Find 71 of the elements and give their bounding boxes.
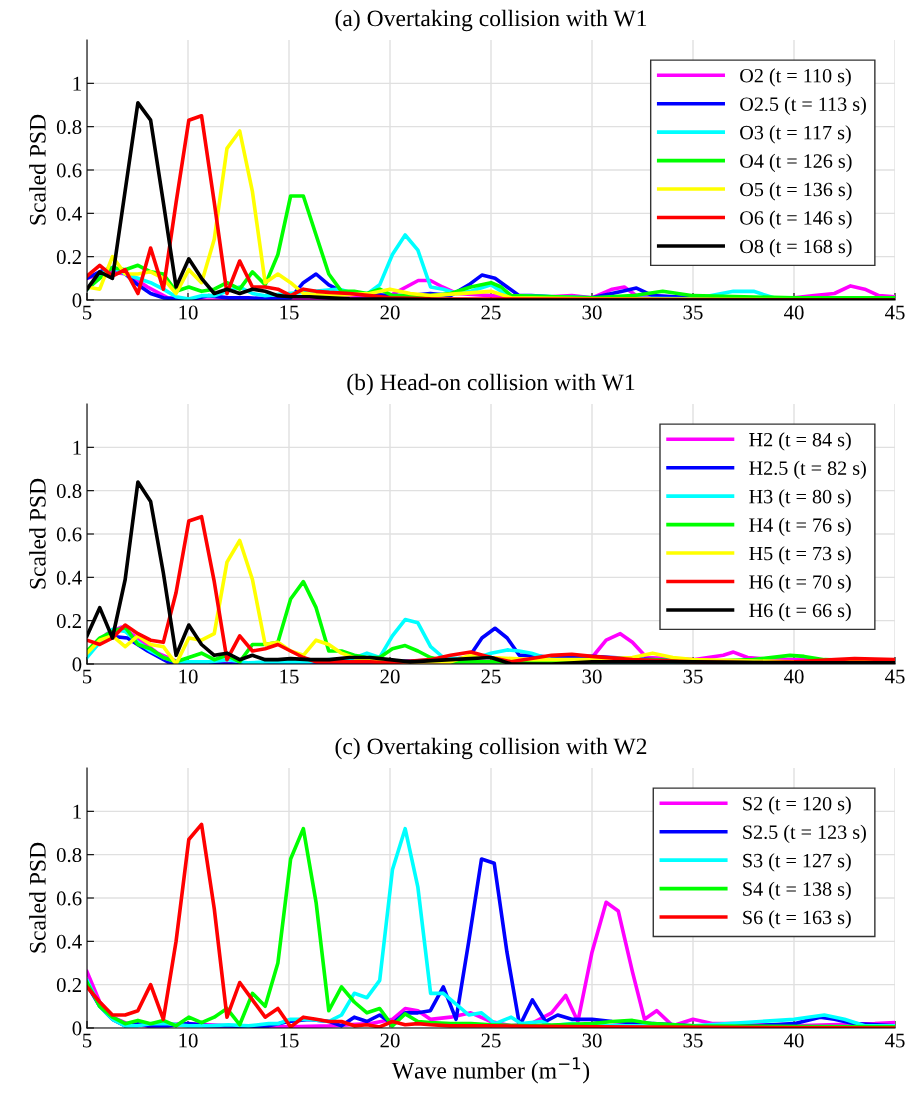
x-tick-label: 15 (280, 669, 299, 684)
y-tick-label: 0.6 (56, 163, 82, 178)
chart-title: (a) Overtaking collision with W1 (335, 9, 647, 32)
legend-label: S2 (t = 120 s) (743, 796, 851, 815)
y-axis-title: Scaled PSD (29, 842, 46, 953)
x-tick-label: 40 (783, 1033, 804, 1048)
x-tick-label: 20 (380, 1033, 400, 1048)
legend-label: O4 (t = 126 s) (740, 153, 852, 172)
y-tick-label: 0 (72, 657, 82, 672)
legend-label: S2.5 (t = 123 s) (743, 824, 866, 844)
x-tick-label: 15 (280, 1033, 299, 1048)
legend-label: O5 (t = 136 s) (740, 182, 852, 201)
y-tick-label: 0.2 (56, 614, 81, 629)
y-tick-label: 1 (73, 804, 81, 819)
y-tick-label: 0.8 (56, 848, 82, 863)
x-tick-label: 35 (683, 1033, 703, 1048)
y-tick-label: 0.8 (56, 484, 82, 499)
x-tick-label: 30 (582, 305, 602, 320)
y-tick-label: 1 (73, 440, 81, 455)
chart-title: (b) Head-on collision with W1 (347, 373, 635, 396)
x-tick-label: 40 (783, 305, 804, 320)
x-tick-label: 15 (280, 305, 299, 320)
y-axis-title: Scaled PSD (29, 478, 46, 589)
legend-label: S4 (t = 138 s) (743, 881, 851, 900)
y-tick-label: 0.8 (56, 120, 82, 135)
legend-label: O2.5 (t = 113 s) (740, 96, 866, 116)
legend-label: H6 (t = 70 s) (749, 574, 851, 593)
x-tick-label: 45 (884, 669, 905, 684)
legend-label: S6 (t = 163 s) (743, 910, 851, 929)
y-tick-label: 0 (72, 293, 82, 308)
x-tick-label: 35 (683, 669, 703, 684)
x-tick-label: 20 (380, 669, 400, 684)
x-tick-label: 10 (179, 305, 198, 320)
legend-label: H5 (t = 73 s) (749, 546, 851, 565)
y-tick-label: 0 (72, 1021, 82, 1036)
y-tick-label: 0.2 (56, 978, 81, 993)
legend-label: H3 (t = 80 s) (749, 489, 851, 508)
x-tick-label: 10 (179, 669, 198, 684)
y-tick-label: 0.2 (56, 250, 81, 265)
x-tick-label: 5 (83, 1033, 92, 1048)
y-tick-label: 0.6 (56, 891, 82, 906)
y-tick-label: 0.6 (56, 527, 82, 542)
x-tick-label: 45 (884, 1033, 905, 1048)
legend-label: O8 (t = 168 s) (740, 239, 852, 258)
x-tick-label: 5 (83, 305, 92, 320)
legend-label: O3 (t = 117 s) (740, 125, 851, 144)
legend-label: S3 (t = 127 s) (743, 853, 851, 872)
x-tick-label: 5 (83, 669, 92, 684)
x-axis-title: Wave number (m$^{−1}$) (391, 1057, 590, 1084)
x-tick-label: 45 (884, 305, 905, 320)
x-tick-label: 25 (481, 1033, 501, 1048)
legend-label: H2 (t = 84 s) (749, 432, 851, 451)
x-tick-label: 30 (582, 669, 602, 684)
legend-label: H6 (t = 66 s) (749, 603, 851, 622)
x-tick-label: 25 (481, 305, 501, 320)
y-tick-label: 1 (73, 76, 81, 91)
y-axis-title: Scaled PSD (29, 114, 46, 225)
y-tick-label: 0.4 (56, 206, 82, 221)
x-tick-label: 10 (179, 1033, 198, 1048)
legend-label: O2 (t = 110 s) (740, 68, 851, 87)
x-tick-label: 35 (683, 305, 703, 320)
legend-label: H2.5 (t = 82 s) (749, 460, 866, 480)
y-tick-label: 0.4 (56, 934, 82, 949)
x-tick-label: 30 (582, 1033, 602, 1048)
y-tick-label: 0.4 (56, 570, 82, 585)
chart-title: (c) Overtaking collision with W2 (335, 737, 647, 760)
x-tick-label: 20 (380, 305, 400, 320)
x-tick-label: 40 (783, 669, 804, 684)
legend-label: H4 (t = 76 s) (749, 517, 851, 536)
legend-label: O6 (t = 146 s) (740, 210, 852, 229)
x-tick-label: 25 (481, 669, 501, 684)
